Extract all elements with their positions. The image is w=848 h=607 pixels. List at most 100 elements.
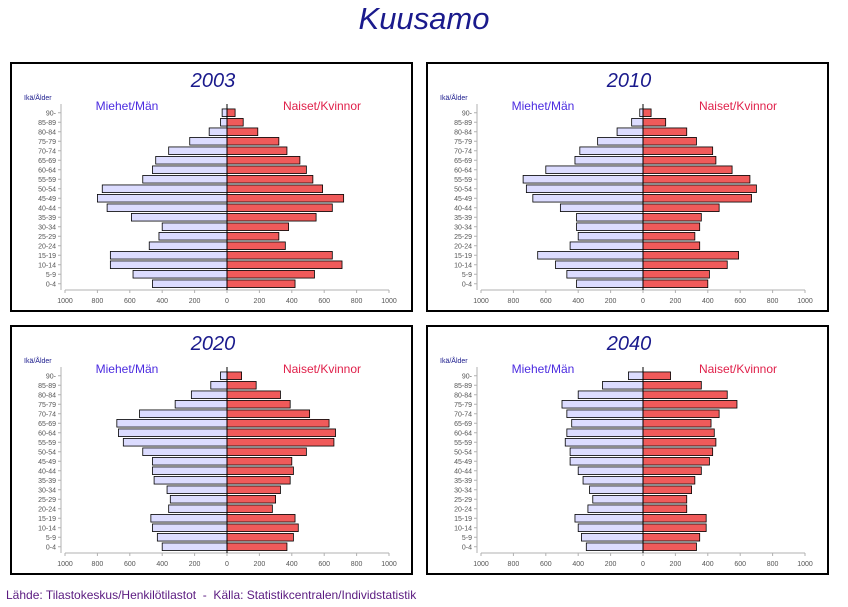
bar-male (616, 127, 644, 136)
bar-female (226, 371, 242, 380)
bar-female (226, 137, 280, 146)
age-group-label: 65-69 (454, 421, 472, 428)
bar-female (226, 251, 333, 260)
bar-male (569, 241, 644, 250)
age-group-label: 65-69 (38, 421, 56, 428)
bar-female (226, 409, 311, 418)
bar-male (545, 165, 644, 174)
bar-male (118, 428, 228, 437)
bar-male (97, 194, 228, 203)
bar-female (642, 400, 738, 409)
bar-female (642, 232, 696, 241)
x-tick-label: 600 (734, 298, 746, 305)
age-group-label: 55-59 (454, 440, 472, 447)
bar-male (537, 251, 644, 260)
bar-male (574, 156, 644, 165)
bar-male (628, 371, 644, 380)
age-group-label: 75-79 (38, 139, 56, 146)
bar-male (152, 523, 228, 532)
bar-female (642, 165, 733, 174)
age-group-label: 15-19 (454, 253, 472, 260)
age-group-label: 60-64 (454, 430, 472, 437)
bar-female (642, 260, 728, 269)
age-group-label: 5-9 (462, 535, 472, 542)
bar-male (597, 137, 644, 146)
bar-female (226, 194, 345, 203)
legend-female: Naiset/Kvinnor (699, 99, 777, 113)
bar-female (226, 542, 288, 551)
x-tick-label: 1000 (473, 298, 489, 305)
legend-male: Miehet/Män (512, 362, 575, 376)
age-group-label: 5-9 (462, 272, 472, 279)
bar-female (642, 203, 720, 212)
y-axis-label: Ikä/Ålder (440, 93, 468, 102)
population-pyramid-2020: 2020 Ikä/Ålder Miehet/Män Naiset/Kvinnor 100… (24, 333, 397, 568)
bar-male (131, 213, 228, 222)
bar-female (226, 203, 333, 212)
bar-female (642, 428, 715, 437)
bar-male (587, 504, 644, 513)
bar-female (642, 514, 707, 523)
bar-female (226, 466, 294, 475)
x-tick-label: 1000 (57, 298, 73, 305)
bar-female (226, 260, 343, 269)
age-group-label: 80-84 (38, 392, 56, 399)
bar-male (132, 270, 228, 279)
bar-female (226, 165, 307, 174)
bar-male (532, 194, 644, 203)
bar-female (642, 523, 707, 532)
panel-title: 2040 (606, 333, 652, 355)
x-tick-label: 1000 (57, 561, 73, 568)
bar-male (106, 203, 228, 212)
age-group-label: 10-14 (454, 525, 472, 532)
bar-male (189, 137, 228, 146)
x-tick-label: 600 (540, 298, 552, 305)
y-axis-label: Ikä/Ålder (24, 356, 52, 365)
age-group-label: 30-34 (38, 224, 56, 231)
x-tick-label: 400 (572, 298, 584, 305)
x-tick-label: 200 (254, 298, 266, 305)
bar-female (642, 438, 717, 447)
bar-female (226, 514, 296, 523)
age-group-label: 30-34 (454, 487, 472, 494)
bar-female (642, 457, 710, 466)
age-group-label: 0-4 (46, 281, 56, 288)
bar-male (555, 260, 644, 269)
age-group-label: 75-79 (454, 139, 472, 146)
bar-female (642, 241, 701, 250)
bar-male (577, 523, 644, 532)
legend-female: Naiset/Kvinnor (699, 362, 777, 376)
bar-male (571, 419, 644, 428)
x-tick-label: 0 (641, 298, 645, 305)
bar-female (642, 390, 728, 399)
bar-female (642, 419, 712, 428)
x-tick-label: 1000 (381, 298, 397, 305)
bar-male (582, 476, 644, 485)
age-group-label: 85-89 (454, 383, 472, 390)
bar-male (210, 381, 228, 390)
age-group-label: 55-59 (454, 177, 472, 184)
panel-title: 2010 (606, 70, 652, 92)
y-axis-label: Ikä/Ålder (24, 93, 52, 102)
age-group-label: 35-39 (38, 215, 56, 222)
age-group-label: 65-69 (454, 158, 472, 165)
bar-male (522, 175, 644, 184)
x-tick-label: 400 (286, 298, 298, 305)
bar-male (220, 118, 228, 127)
bar-female (226, 156, 301, 165)
x-tick-label: 400 (702, 298, 714, 305)
x-tick-label: 200 (189, 561, 201, 568)
bar-male (569, 447, 644, 456)
bar-female (642, 118, 667, 127)
age-group-label: 10-14 (454, 262, 472, 269)
x-tick-label: 600 (124, 298, 136, 305)
bar-male (208, 127, 228, 136)
age-group-label: 40-44 (38, 205, 56, 212)
legend-male: Miehet/Män (96, 362, 159, 376)
age-group-label: 30-34 (454, 224, 472, 231)
age-group-label: 50-54 (454, 449, 472, 456)
age-group-label: 25-29 (38, 234, 56, 241)
age-group-label: 0-4 (462, 281, 472, 288)
bar-male (152, 457, 228, 466)
age-group-label: 65-69 (38, 158, 56, 165)
